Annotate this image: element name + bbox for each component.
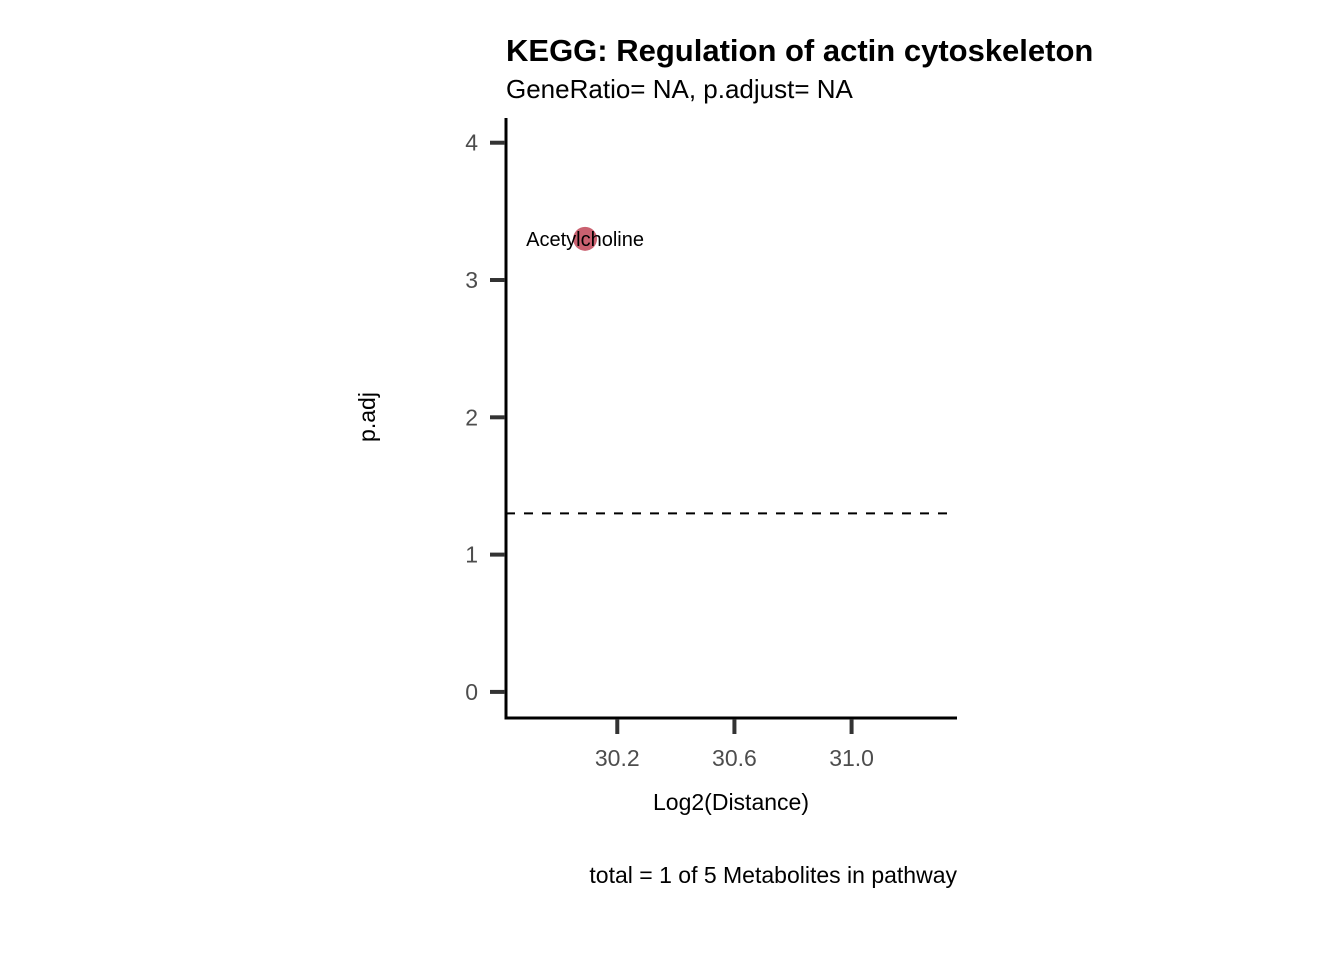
y-axis-title: p.adj	[354, 392, 380, 442]
y-tick-label: 3	[465, 267, 478, 293]
chart-subtitle: GeneRatio= NA, p.adjust= NA	[506, 74, 854, 104]
data-point-label: Acetylcholine	[526, 229, 644, 251]
y-tick-label: 0	[465, 679, 478, 705]
chart-caption: total = 1 of 5 Metabolites in pathway	[589, 862, 957, 888]
data-point	[573, 226, 598, 251]
x-tick-label: 30.6	[712, 745, 757, 771]
y-tick-label: 4	[465, 130, 478, 156]
plot-area: 0 1 2 3 4 30.2 30.6 31.0 Acetylcholine	[465, 118, 957, 771]
chart-title: KEGG: Regulation of actin cytoskeleton	[506, 33, 1093, 68]
x-tick-label: 31.0	[829, 745, 874, 771]
y-tick-label: 1	[465, 542, 478, 568]
y-tick-label: 2	[465, 404, 478, 430]
x-tick-label: 30.2	[595, 745, 640, 771]
x-axis-title: Log2(Distance)	[653, 789, 809, 815]
